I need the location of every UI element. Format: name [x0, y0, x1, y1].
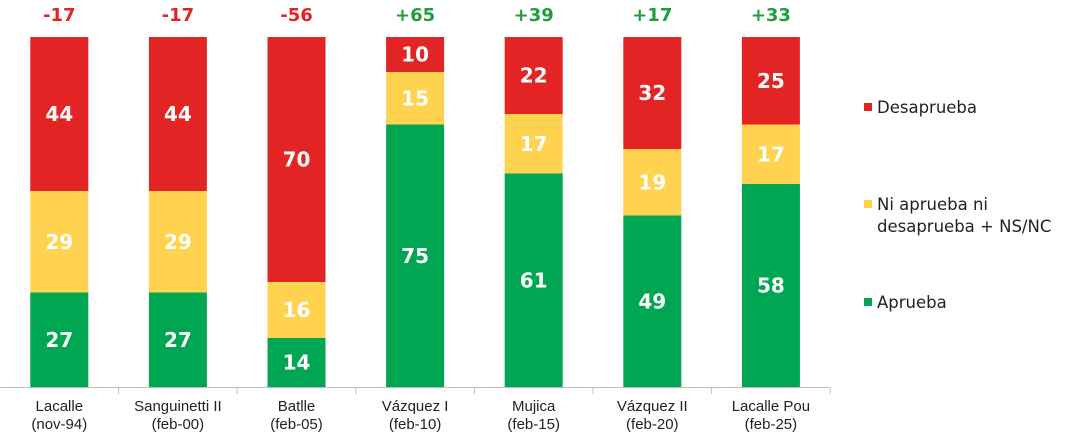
bar-segment-aprueba	[386, 124, 445, 387]
x-tick-label: (feb-25)	[745, 416, 798, 433]
x-tick-label: (feb-15)	[507, 416, 560, 433]
data-label: 19	[638, 170, 666, 194]
data-label: 22	[520, 64, 548, 88]
x-axis: Lacalle(nov-94) Sanguinetti II(feb-00) Bat…	[0, 387, 831, 433]
legend-swatch	[864, 200, 872, 208]
bar-segment-desaprueba	[148, 37, 207, 191]
net-label: -56	[280, 5, 313, 26]
x-tick-label: Vázquez II	[617, 398, 688, 415]
bar-segment-ni	[30, 191, 89, 293]
bar-segment-desaprueba	[504, 37, 563, 114]
data-label: 16	[283, 298, 311, 322]
bar-segment-desaprueba	[623, 37, 682, 149]
bar-segment-ni	[504, 114, 563, 174]
data-label: 10	[401, 43, 429, 67]
data-label: 15	[401, 86, 429, 110]
data-label: 44	[45, 102, 73, 126]
bar-segment-desaprueba	[741, 37, 800, 125]
x-tick-label: Lacalle Pou	[732, 398, 810, 415]
bar-segment-aprueba	[267, 338, 326, 387]
net-label: +33	[751, 5, 791, 26]
data-label: 75	[401, 244, 429, 268]
x-tick-label: Batlle	[278, 398, 316, 415]
bar-segment-ni	[148, 191, 207, 293]
bar-segment-ni	[741, 124, 800, 184]
net-label: +65	[395, 5, 435, 26]
legend-label: Aprueba	[877, 293, 947, 312]
x-tick-label: Sanguinetti II	[134, 398, 222, 415]
net-label: +39	[514, 5, 554, 26]
bar-segment-aprueba	[741, 184, 800, 387]
bar-segment-ni	[623, 149, 682, 216]
x-tick-label: Mujica	[512, 398, 556, 415]
data-label: 29	[45, 230, 73, 254]
legend-label: desaprueba + NS/NC	[877, 217, 1051, 236]
bar-segment-ni	[386, 72, 445, 125]
net-label: -17	[43, 5, 76, 26]
bar-segment-aprueba	[504, 173, 563, 387]
legend-swatch	[864, 103, 872, 111]
bars-group: 27 29 44 -17 27 29 44 -17 14 16 70 -56 75 15 10 +65 61 17…	[30, 5, 800, 387]
data-label: 17	[520, 132, 548, 156]
x-tick-label: Lacalle	[36, 398, 84, 415]
data-label: 14	[283, 351, 311, 375]
net-label: +17	[632, 5, 672, 26]
x-tick-label: Vázquez I	[382, 398, 449, 415]
legend-label: Desaprueba	[877, 98, 977, 117]
x-tick-label: (feb-10)	[389, 416, 442, 433]
data-label: 29	[164, 230, 192, 254]
bar-segment-desaprueba	[386, 37, 445, 72]
data-label: 61	[520, 268, 548, 292]
data-label: 27	[45, 328, 73, 352]
bar-segment-desaprueba	[267, 37, 326, 282]
x-tick-label: (feb-05)	[270, 416, 323, 433]
bar-segment-ni	[267, 282, 326, 338]
bar-segment-desaprueba	[30, 37, 89, 191]
data-label: 70	[283, 148, 311, 172]
bar-segment-aprueba	[623, 215, 682, 387]
legend-label: Ni aprueba ni	[877, 195, 988, 214]
data-label: 25	[757, 69, 785, 93]
data-label: 32	[638, 81, 666, 105]
x-tick-label: (feb-00)	[152, 416, 205, 433]
legend-swatch	[864, 298, 872, 306]
x-tick-label: (nov-94)	[31, 416, 87, 433]
data-label: 17	[757, 142, 785, 166]
net-label: -17	[162, 5, 195, 26]
data-label: 27	[164, 328, 192, 352]
bar-segment-aprueba	[30, 292, 89, 387]
bar-segment-aprueba	[148, 292, 207, 387]
data-label: 44	[164, 102, 192, 126]
data-label: 49	[638, 289, 666, 313]
x-tick-label: (feb-20)	[626, 416, 679, 433]
data-label: 58	[757, 274, 785, 298]
legend: Desaprueba Ni aprueba ni desaprueba + NS/N…	[864, 98, 1051, 312]
